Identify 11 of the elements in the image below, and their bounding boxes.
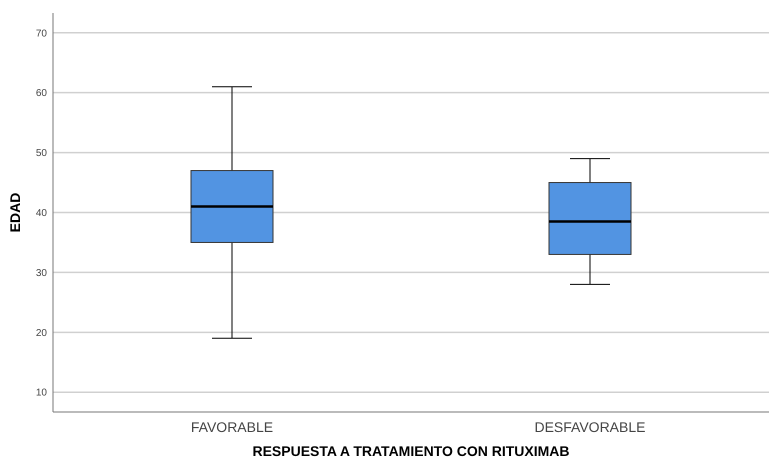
y-tick-label: 10 <box>36 388 48 399</box>
x-tick-label: FAVORABLE <box>190 419 274 435</box>
y-tick-label: 50 <box>36 148 48 160</box>
y-tick-label: 70 <box>36 28 48 40</box>
y-tick-label: 30 <box>36 268 48 279</box>
x-axis-title: RESPUESTA A TRATAMIENTO CON RITUXIMAB <box>252 443 570 459</box>
y-tick-label: 20 <box>36 328 48 339</box>
x-tick-label: DESFAVORABLE <box>534 419 646 435</box>
y-tick-label: 40 <box>36 208 48 219</box>
y-tick-label: 60 <box>36 88 48 100</box>
y-axis-title: EDAD <box>7 192 23 232</box>
